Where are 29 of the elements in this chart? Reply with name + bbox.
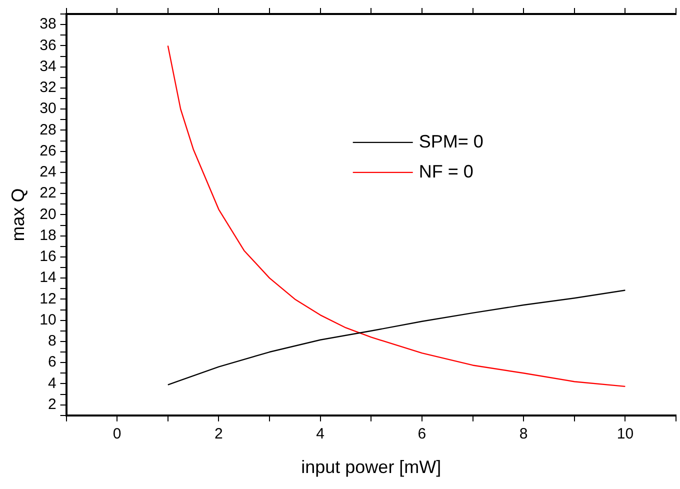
legend-label: NF = 0 — [418, 161, 474, 182]
y-tick-label: 20 — [40, 206, 56, 223]
y-tick-label: 28 — [40, 121, 56, 138]
x-tick-label: 10 — [616, 426, 634, 443]
x-tick-label: 0 — [112, 426, 122, 443]
x-tick-label: 4 — [316, 426, 325, 443]
x-tick-label: 8 — [519, 426, 528, 443]
x-axis-title: input power [mW] — [301, 457, 442, 478]
y-tick-label: 6 — [48, 354, 56, 371]
y-tick-label: 18 — [40, 226, 56, 244]
y-tick-label: 22 — [40, 184, 56, 202]
y-tick-label: 32 — [40, 79, 56, 96]
legend-label: SPM= 0 — [418, 131, 484, 152]
y-tick-label: 14 — [40, 269, 56, 286]
y-tick-label: 10 — [40, 311, 56, 328]
y-tick-label: 38 — [40, 16, 56, 33]
y-tick-label: 16 — [40, 248, 56, 266]
y-tick-label: 24 — [40, 164, 56, 181]
y-axis-title: max Q — [8, 188, 28, 242]
y-tick-label: 12 — [40, 290, 56, 308]
x-tick-label: 2 — [214, 426, 223, 443]
y-tick-label: 2 — [48, 396, 56, 413]
y-tick-label: 36 — [40, 36, 56, 54]
y-tick-label: 30 — [40, 100, 56, 118]
y-tick-label: 26 — [40, 142, 56, 160]
y-tick-label: 34 — [40, 58, 56, 75]
x-tick-label: 6 — [418, 426, 426, 443]
y-tick-label: 8 — [48, 332, 56, 350]
y-tick-label: 4 — [48, 374, 56, 392]
